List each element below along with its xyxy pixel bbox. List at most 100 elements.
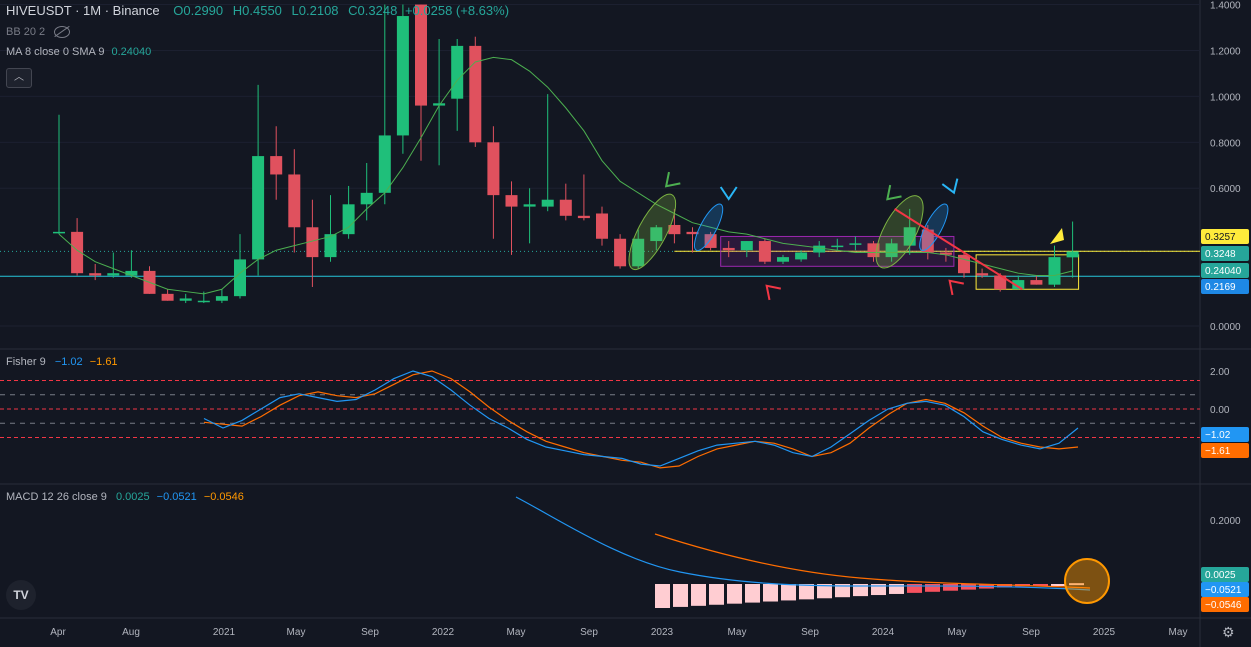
macd-histogram-bar — [763, 584, 778, 602]
price-tick-label: 1.4000 — [1210, 1, 1241, 12]
macd-histogram-bar — [853, 584, 868, 597]
candle-body — [433, 103, 446, 106]
macd-histogram-bar — [817, 584, 832, 599]
arrow-icon — [719, 186, 738, 201]
collapse-legend-button[interactable]: ︿ — [6, 68, 32, 88]
macd-legend[interactable]: MACD 12 26 close 9 0.0025 −0.0521 −0.054… — [6, 491, 244, 503]
ma-value: 0.24040 — [111, 46, 152, 58]
macd-value-3: −0.0546 — [203, 491, 244, 503]
candle-body — [577, 215, 590, 219]
macd-badge-label: −0.0521 — [1205, 585, 1242, 596]
candle-body — [831, 245, 844, 248]
price-tick-label: 0.0000 — [1210, 322, 1241, 333]
time-tick-label: Sep — [1022, 627, 1040, 638]
candle-body — [596, 213, 608, 239]
candle-body — [994, 275, 1007, 290]
macd-histogram-bar — [673, 584, 688, 607]
time-tick-label: Sep — [801, 627, 819, 638]
candle-body — [632, 238, 645, 267]
time-tick-label: Sep — [361, 627, 379, 638]
highlight-circle — [1064, 558, 1110, 604]
gear-icon[interactable]: ⚙ — [1222, 624, 1235, 640]
macd-badge-label: 0.0025 — [1205, 570, 1236, 581]
time-tick-label: Sep — [580, 627, 598, 638]
macd-badge — [1201, 567, 1249, 582]
candle-body — [378, 135, 391, 193]
fisher-tick-label: 2.00 — [1210, 367, 1230, 378]
candle-body — [958, 254, 970, 274]
price-tick-label: 0.8000 — [1210, 138, 1241, 149]
candle-body — [396, 16, 409, 136]
macd-histogram-bar — [871, 584, 886, 596]
bb-legend[interactable]: BB 20 2 — [6, 26, 71, 39]
macd-histogram-bar — [1033, 584, 1048, 586]
macd-line — [515, 496, 1091, 591]
price-badge — [1201, 246, 1249, 261]
macd-label: MACD 12 26 close 9 — [6, 491, 107, 503]
fisher-badge-label: −1.61 — [1205, 446, 1231, 457]
candle-body — [360, 192, 373, 205]
candle-body — [777, 257, 789, 262]
ma-label: MA 8 close 0 SMA 9 — [6, 46, 105, 58]
candle-body — [849, 243, 862, 245]
candle-body — [179, 298, 192, 301]
macd-histogram-bar — [1051, 584, 1066, 586]
time-tick-label: 2022 — [432, 627, 455, 638]
macd-histogram-bar — [997, 584, 1012, 588]
candle-body — [885, 243, 898, 258]
price-tick-label: 1.2000 — [1210, 46, 1241, 57]
macd-histogram-bar — [889, 584, 904, 594]
macd-histogram-bar — [709, 584, 724, 605]
macd-badge-label: −0.0546 — [1205, 600, 1242, 611]
highlight-ellipse — [628, 193, 677, 271]
high-value: H0.4550 — [232, 3, 282, 18]
fisher-badge — [1201, 427, 1249, 442]
macd-histogram-bar — [1069, 583, 1084, 586]
price-tick-label: 0.6000 — [1210, 184, 1241, 195]
macd-histogram-bar — [943, 584, 958, 591]
macd-histogram-bar — [907, 584, 922, 593]
candle-body — [758, 241, 771, 262]
candle-body — [288, 174, 301, 228]
macd-value-2: −0.0521 — [156, 491, 197, 503]
price-badge — [1201, 229, 1249, 244]
macd-histogram-bar — [925, 584, 940, 592]
time-tick-label: 2025 — [1093, 627, 1116, 638]
macd-signal-line — [654, 533, 1091, 589]
candle-body — [1012, 280, 1025, 290]
price-badge — [1201, 279, 1249, 294]
highlight-ellipse — [919, 203, 949, 252]
bb-label: BB 20 2 — [6, 26, 46, 38]
candle-body — [1048, 257, 1061, 285]
candle-body — [469, 45, 482, 143]
fisher-legend[interactable]: Fisher 9 −1.02 −1.61 — [6, 356, 118, 368]
candle-body — [1030, 280, 1043, 285]
candle-body — [161, 293, 174, 301]
arrow-icon — [948, 279, 964, 296]
ma-legend[interactable]: MA 8 close 0 SMA 9 0.24040 — [6, 46, 151, 58]
macd-histogram-bar — [781, 584, 796, 601]
macd-histogram-bar — [655, 584, 670, 608]
hidden-eye-icon[interactable] — [54, 26, 71, 39]
price-badge-label: 0.2169 — [1205, 282, 1236, 293]
open-value: O0.2990 — [173, 3, 224, 18]
macd-histogram-bar — [799, 584, 814, 600]
candle-body — [921, 229, 934, 253]
candle-body — [541, 199, 554, 207]
candle-body — [252, 156, 265, 260]
symbol-label[interactable]: HIVEUSDT · 1M · Binance — [6, 3, 160, 18]
candle-body — [795, 252, 808, 260]
candle-body — [53, 231, 65, 234]
time-tick-label: Aug — [122, 627, 140, 638]
arrow-icon — [765, 284, 781, 301]
candle-body — [324, 234, 337, 258]
candle-body — [813, 245, 826, 253]
fisher-tick-label: 0.00 — [1210, 405, 1230, 416]
arrow-icon — [886, 184, 902, 201]
time-tick-label: May — [728, 627, 747, 638]
yellow-arrow-icon — [1050, 228, 1064, 244]
time-tick-label: May — [948, 627, 967, 638]
price-tick-label: 1.0000 — [1210, 92, 1241, 103]
fisher-badge-label: −1.02 — [1205, 430, 1231, 441]
